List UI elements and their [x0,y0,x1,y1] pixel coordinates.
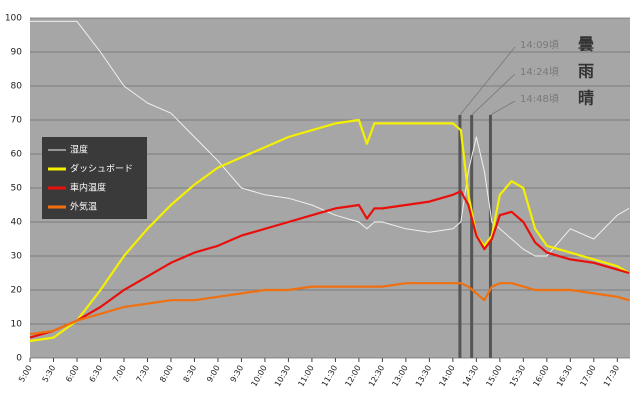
x-tick-label: 6:00 [64,364,81,384]
legend-label: 湿度 [70,144,88,156]
event-weather: 雨 [578,62,594,81]
y-tick-label: 100 [5,14,22,24]
event-time: 14:24頃 [520,66,559,78]
event-time: 14:48頃 [520,93,559,105]
x-tick-label: 9:00 [205,364,222,384]
event-weather: 晴 [578,89,594,108]
legend-label: 車内温度 [70,182,106,194]
series-line [29,118,630,343]
y-tick-label: 50 [11,184,23,194]
event-leader [490,100,516,116]
event-weather: 曇 [578,35,594,54]
series-line [29,282,630,336]
event-leader [471,73,516,116]
y-tick-label: 10 [11,320,23,330]
x-tick-label: 6:30 [88,364,105,384]
y-tick-label: 0 [16,354,22,364]
x-tick-label: 7:00 [111,364,128,384]
x-tick-label: 5:30 [41,364,58,384]
x-tick-label: 13:00 [390,364,409,388]
x-tick-label: 15:00 [484,364,503,388]
y-tick-label: 60 [11,150,23,160]
x-tick-label: 14:30 [461,364,480,388]
x-tick-label: 16:30 [555,364,574,388]
x-tick-label: 14:00 [437,364,456,388]
y-tick-label: 80 [11,82,23,92]
series-line [30,20,630,257]
legend-box [42,137,147,219]
y-tick-label: 40 [11,218,23,228]
x-tick-label: 13:30 [414,364,433,388]
x-tick-label: 11:00 [296,364,315,388]
x-tick-label: 16:00 [531,364,550,388]
x-tick-label: 8:00 [158,364,175,384]
y-tick-label: 70 [11,116,23,126]
x-tick-label: 10:30 [273,364,292,388]
x-tick-label: 12:30 [367,364,386,388]
event-leader [459,46,516,116]
x-tick-label: 7:30 [135,364,152,384]
legend-label: 外気温 [70,201,97,213]
series-line [29,190,630,339]
x-tick-label: 8:30 [182,364,199,384]
x-tick-label: 10:00 [249,364,268,388]
x-tick-label: 11:30 [320,364,339,388]
event-time: 14:09頃 [520,39,559,51]
x-tick-label: 17:00 [578,364,597,388]
x-tick-label: 5:00 [17,364,34,384]
legend-label: ダッシュボード [70,163,133,175]
x-tick-label: 12:00 [343,364,362,388]
y-tick-label: 90 [11,48,23,58]
x-tick-label: 9:30 [229,364,246,384]
x-tick-label: 15:30 [508,364,527,388]
y-tick-label: 20 [11,286,23,296]
x-tick-label: 17:30 [602,364,621,388]
y-tick-label: 30 [11,252,23,262]
